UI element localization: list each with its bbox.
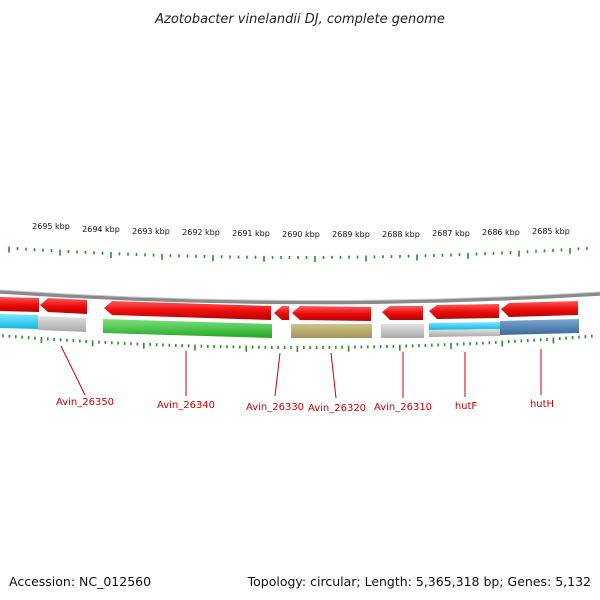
genome-backbone-highlight: [0, 289, 600, 302]
genome-backbone: [0, 290, 600, 305]
cds-arrow[interactable]: [40, 298, 87, 314]
scale-tick-label: 2694 kbp: [82, 225, 120, 234]
gene-label[interactable]: Avin_26310: [374, 402, 432, 413]
scale-tick-label: 2692 kbp: [182, 228, 220, 237]
cds-arrow[interactable]: [0, 297, 39, 312]
feature-bar-green[interactable]: [103, 319, 272, 338]
cds-arrow[interactable]: [104, 301, 271, 320]
feature-track: [0, 314, 579, 338]
cds-arrow[interactable]: [292, 306, 371, 321]
scale-tick-label: 2695 kbp: [32, 222, 70, 231]
cds-arrow[interactable]: [429, 304, 499, 319]
cds-arrow[interactable]: [274, 306, 289, 320]
cds-arrow[interactable]: [382, 306, 423, 320]
scale-tick-label: 2685 kbp: [532, 227, 570, 236]
cds-track: [0, 297, 578, 321]
scale-tick-label: 2686 kbp: [482, 228, 520, 237]
feature-bar-cyan[interactable]: [429, 322, 500, 330]
gene-leader-line: [330, 352, 337, 399]
scale-ticks-bottom: [2, 334, 593, 352]
scale-ticks-top: [8, 246, 588, 262]
accession-text: Accession: NC_012560: [9, 574, 151, 589]
scale-tick-label: 2690 kbp: [282, 230, 320, 239]
gene-label[interactable]: hutF: [455, 401, 478, 412]
page-title: Azotobacter vinelandii DJ, complete geno…: [154, 12, 445, 27]
genome-summary-text: Topology: circular; Length: 5,365,318 bp…: [247, 574, 591, 589]
feature-bar-grey[interactable]: [38, 316, 86, 332]
feature-bar-grey[interactable]: [381, 324, 424, 338]
cds-arrow[interactable]: [501, 301, 578, 317]
scale-tick-label: 2691 kbp: [232, 229, 270, 238]
feature-bar-grey[interactable]: [429, 329, 500, 337]
scale-tick-label: 2689 kbp: [332, 230, 370, 239]
scale-tick-label: 2687 kbp: [432, 229, 470, 238]
scale-tick-labels: 2695 kbp 2694 kbp 2693 kbp 2692 kbp 2691 kbp…: [32, 222, 570, 239]
gene-label[interactable]: Avin_26340: [157, 400, 215, 411]
feature-bar-olive[interactable]: [291, 324, 372, 338]
gene-label[interactable]: Avin_26320: [308, 403, 366, 414]
feature-bar-blue[interactable]: [500, 319, 579, 335]
scale-tick-label: 2688 kbp: [382, 230, 420, 239]
gene-label[interactable]: Avin_26330: [246, 402, 304, 413]
scale-tick-label: 2693 kbp: [132, 227, 170, 236]
gene-label[interactable]: Avin_26350: [56, 397, 114, 408]
feature-bar-cyan[interactable]: [0, 314, 38, 329]
gene-label[interactable]: hutH: [530, 399, 554, 410]
gene-labels: Avin_26350 Avin_26340 Avin_26330 Avin_26320…: [56, 345, 554, 414]
gene-leader-line: [274, 352, 281, 397]
gene-leader-line: [60, 345, 86, 396]
